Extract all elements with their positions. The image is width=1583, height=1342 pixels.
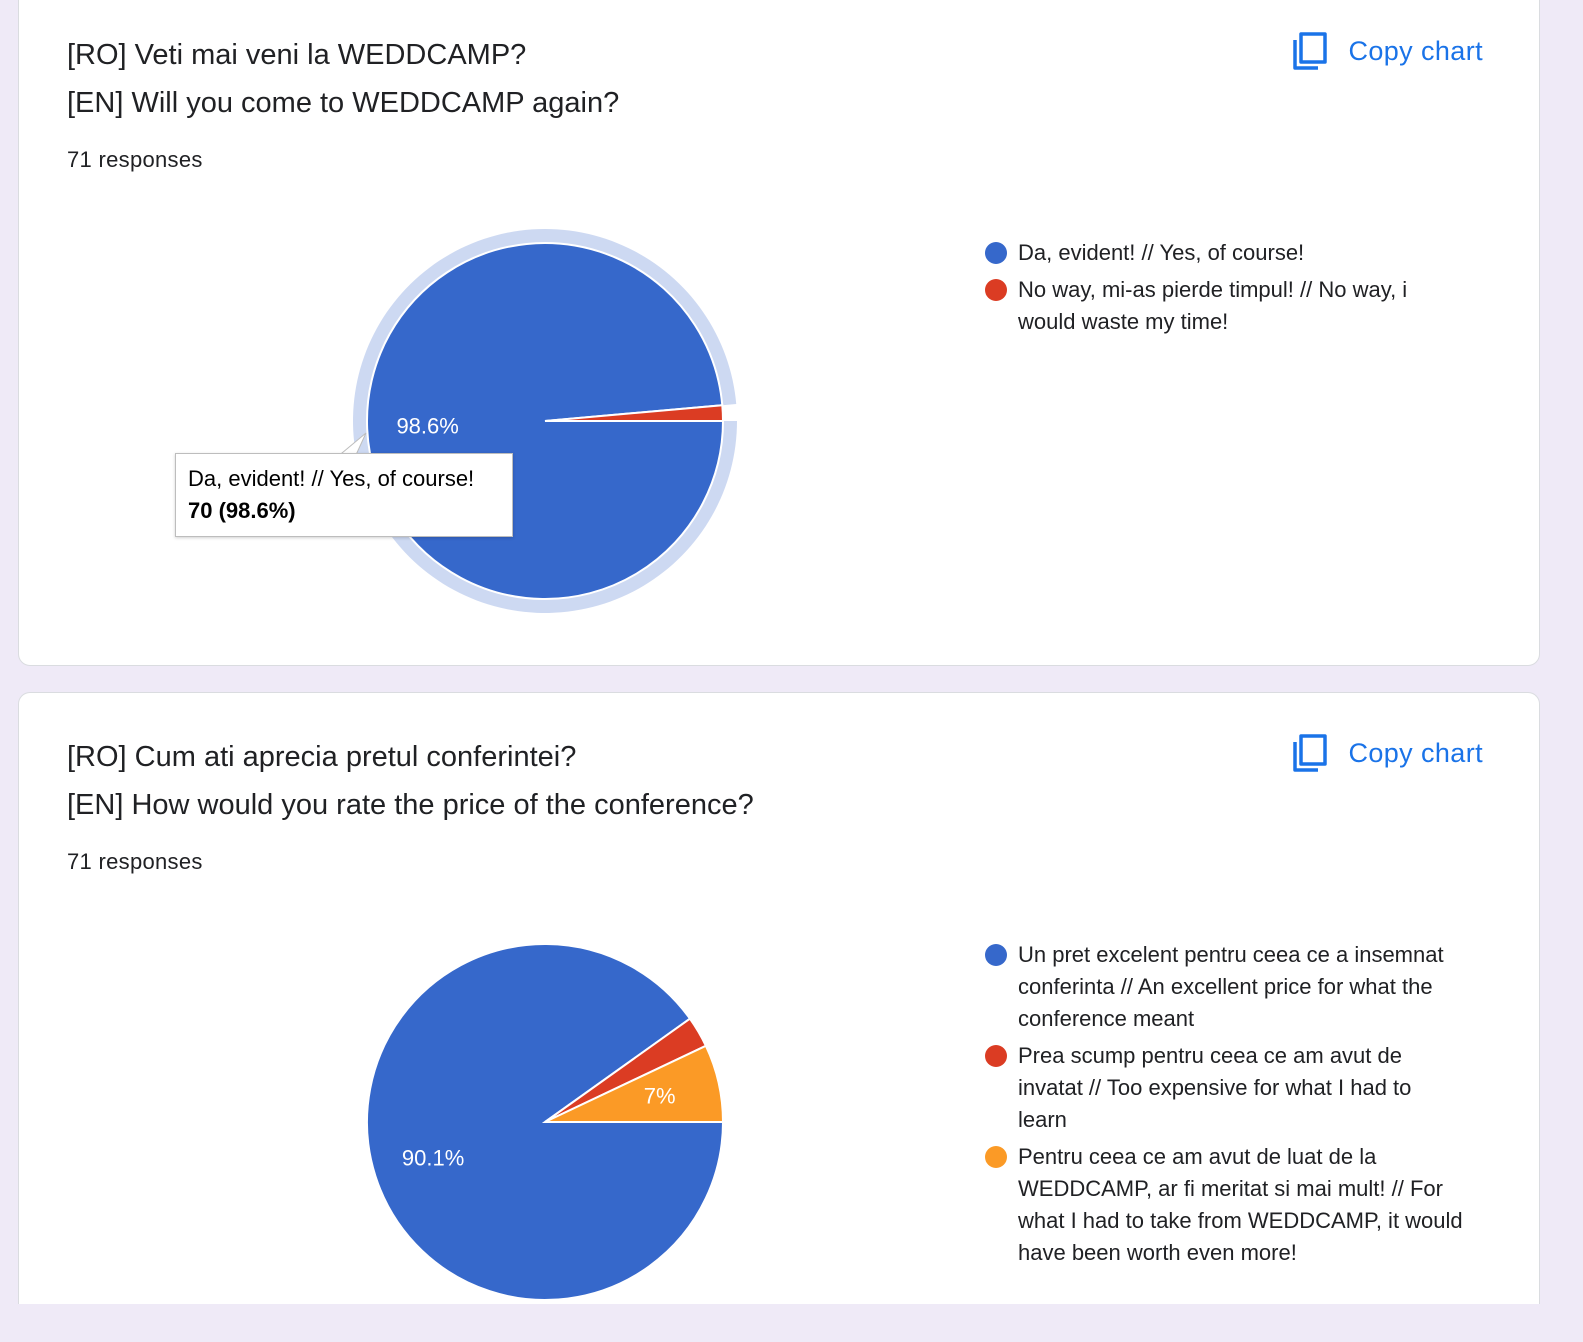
pie-slice[interactable]: [544, 1044, 725, 1123]
chart-legend-1: Da, evident! // Yes, of course! No way, m…: [985, 237, 1465, 343]
legend-item[interactable]: Prea scump pentru ceea ce am avut de inv…: [985, 1040, 1465, 1136]
question-title-ro: [RO] Cum ati aprecia pretul conferintei?: [67, 741, 577, 773]
legend-swatch-icon: [985, 279, 1007, 301]
legend-swatch-icon: [985, 242, 1007, 264]
copy-icon: [1293, 734, 1328, 772]
legend-label: No way, mi-as pierde timpul! // No way, …: [1018, 277, 1408, 334]
copy-chart-button[interactable]: Copy chart: [1292, 31, 1483, 71]
copy-icon: [1293, 32, 1328, 70]
pie-slice-label: 90.1%: [402, 1145, 464, 1170]
chart-legend-2: Un pret excelent pentru ceea ce a insemn…: [985, 939, 1465, 1274]
legend-swatch-icon: [985, 1045, 1007, 1067]
slice-tooltip: Da, evident! // Yes, of course! 70 (98.6…: [175, 453, 513, 537]
chart-card-1: [RO] Veti mai veni la WEDDCAMP? [EN] Wil…: [18, 0, 1540, 666]
legend-label: Prea scump pentru ceea ce am avut de inv…: [1018, 1043, 1412, 1132]
copy-chart-label: Copy chart: [1348, 35, 1483, 66]
legend-label: Un pret excelent pentru ceea ce a insemn…: [1018, 942, 1444, 1031]
legend-swatch-icon: [985, 1146, 1007, 1168]
pie-slice-label: 7%: [644, 1084, 676, 1109]
legend-label: Da, evident! // Yes, of course!: [1018, 240, 1305, 265]
chart-card-2: [RO] Cum ati aprecia pretul conferintei?…: [18, 692, 1540, 1304]
tooltip-label: Da, evident! // Yes, of course!: [188, 466, 475, 491]
pie-slice-label: 98.6%: [396, 414, 458, 439]
question-title-1: [RO] Veti mai veni la WEDDCAMP? [EN] Wil…: [67, 31, 619, 127]
question-title-en: [EN] How would you rate the price of the…: [67, 789, 754, 821]
tooltip-value: 70 (98.6%): [188, 498, 296, 523]
copy-chart-label: Copy chart: [1348, 737, 1483, 768]
legend-label: Pentru ceea ce am avut de luat de la WED…: [1018, 1144, 1463, 1265]
question-title-en: [EN] Will you come to WEDDCAMP again?: [67, 87, 620, 119]
pie-chart-2: 90.1% 7%: [366, 943, 725, 1301]
question-title-ro: [RO] Veti mai veni la WEDDCAMP?: [67, 39, 527, 71]
copy-chart-button[interactable]: Copy chart: [1292, 733, 1483, 773]
pie-slice[interactable]: [544, 404, 725, 422]
legend-item[interactable]: Pentru ceea ce am avut de luat de la WED…: [985, 1141, 1465, 1269]
response-count: 71 responses: [67, 849, 203, 874]
question-title-2: [RO] Cum ati aprecia pretul conferintei?…: [67, 733, 754, 829]
legend-item[interactable]: Da, evident! // Yes, of course!: [985, 237, 1465, 269]
legend-item[interactable]: Un pret excelent pentru ceea ce a insemn…: [985, 939, 1465, 1035]
response-count: 71 responses: [67, 147, 203, 172]
legend-item[interactable]: No way, mi-as pierde timpul! // No way, …: [985, 274, 1465, 338]
legend-swatch-icon: [985, 944, 1007, 966]
